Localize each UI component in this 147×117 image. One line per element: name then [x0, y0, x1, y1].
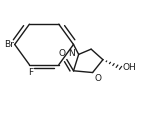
- Text: F: F: [28, 68, 33, 77]
- Text: O: O: [58, 49, 65, 58]
- Text: N: N: [68, 49, 75, 58]
- Text: OH: OH: [122, 63, 136, 72]
- Text: Br: Br: [4, 40, 14, 49]
- Text: O: O: [94, 74, 101, 83]
